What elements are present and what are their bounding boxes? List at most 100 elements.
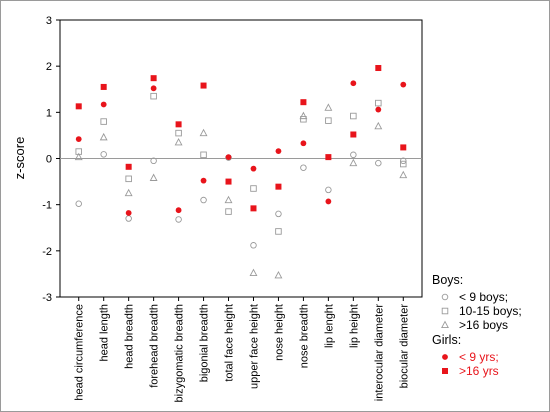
y-axis-ticks: 3 2 1 0 -1 -2 -3: [42, 15, 60, 304]
data-point: [275, 183, 282, 190]
data-point: [200, 82, 207, 89]
y-tick-label: 1: [46, 107, 52, 119]
x-tick-label: nose height: [273, 304, 285, 361]
x-tick-label: lip lenght: [323, 304, 335, 348]
data-point: [275, 228, 282, 235]
series-boys_10_15: [75, 92, 407, 235]
legend-marker: [442, 368, 448, 374]
data-point: [350, 112, 357, 120]
x-tick-label: interocular diameter: [373, 304, 385, 402]
data-point: [174, 137, 183, 146]
legend-group-title: Boys:: [432, 273, 463, 287]
data-point: [375, 106, 382, 113]
data-point: [200, 177, 207, 184]
x-tick-label: head length: [99, 304, 111, 362]
data-point: [75, 136, 82, 143]
data-point: [125, 215, 132, 222]
data-point: [349, 158, 358, 167]
data-point: [199, 128, 208, 137]
data-point: [275, 210, 282, 218]
data-point: [125, 175, 132, 183]
x-axis-categories: head circumference head length head breadt…: [74, 297, 410, 402]
data-point: [300, 116, 307, 123]
data-point: [250, 185, 257, 192]
legend-marker: [441, 320, 449, 329]
series-girls_gt16: [75, 65, 407, 212]
data-point: [325, 198, 332, 205]
data-point: [325, 154, 332, 161]
data-point: [275, 148, 282, 155]
data-point: [324, 103, 333, 111]
legend-label: < 9 yrs;: [459, 350, 499, 364]
data-point: [100, 101, 107, 108]
data-marks: [74, 65, 408, 279]
data-point: [399, 170, 408, 179]
y-axis-label: z-score: [12, 137, 27, 180]
data-point: [175, 216, 182, 223]
data-point: [175, 207, 182, 214]
x-tick-label: bigonial breadth: [199, 304, 211, 382]
y-tick-label: -3: [42, 292, 52, 304]
data-point: [125, 210, 132, 216]
data-point: [325, 186, 332, 194]
legend-group-title: Girls:: [432, 333, 461, 347]
x-tick-label: forehead breadth: [149, 304, 161, 388]
data-point: [175, 129, 182, 137]
data-point: [300, 140, 307, 147]
plot-area: [59, 19, 423, 298]
x-tick-label: head circumference: [74, 304, 86, 401]
legend-marker: [441, 307, 449, 315]
data-point: [250, 242, 257, 249]
legend-marker: [442, 354, 448, 360]
data-point: [250, 165, 257, 172]
data-point: [225, 178, 232, 185]
data-point: [175, 121, 182, 128]
legend-label: 10-15 boys;: [459, 304, 522, 318]
y-tick-label: -1: [42, 200, 52, 212]
data-point: [224, 195, 233, 204]
y-tick-label: -2: [42, 246, 52, 258]
data-point: [150, 75, 157, 82]
data-point: [200, 151, 207, 159]
data-point: [100, 151, 107, 158]
data-point: [149, 173, 158, 181]
data-point: [150, 157, 157, 165]
data-point: [375, 65, 382, 72]
data-point: [100, 118, 107, 125]
y-tick-label: 3: [46, 15, 52, 27]
data-point: [225, 154, 232, 161]
x-tick-label: upper face height: [248, 304, 260, 389]
x-tick-label: lip height: [348, 304, 360, 348]
x-tick-label: total face height: [224, 304, 236, 382]
legend-marker: [441, 293, 449, 301]
data-point: [249, 268, 258, 277]
data-point: [375, 99, 382, 107]
data-point: [400, 81, 407, 88]
data-point: [99, 132, 108, 141]
data-point: [400, 160, 407, 168]
y-tick-label: 0: [46, 154, 52, 166]
data-point: [300, 99, 307, 106]
data-point: [300, 164, 307, 171]
data-point: [274, 270, 283, 279]
data-point: [75, 200, 82, 207]
series-girls_lt9: [75, 80, 407, 216]
data-point: [375, 159, 382, 167]
data-point: [400, 144, 407, 151]
y-tick-label: 2: [46, 61, 52, 73]
data-point: [125, 163, 132, 170]
x-tick-label: head breadth: [124, 304, 136, 369]
x-tick-label: nose breadth: [298, 304, 310, 368]
series-boys_gt16: [74, 103, 408, 279]
legend-label: >16 yrs: [459, 364, 499, 378]
data-point: [150, 92, 157, 100]
x-tick-label: bizygomatic breadth: [174, 304, 186, 402]
data-point: [100, 83, 107, 90]
legend-label: >16 boys: [459, 318, 508, 332]
data-point: [75, 103, 82, 110]
data-point: [325, 117, 332, 124]
data-point: [200, 196, 207, 204]
